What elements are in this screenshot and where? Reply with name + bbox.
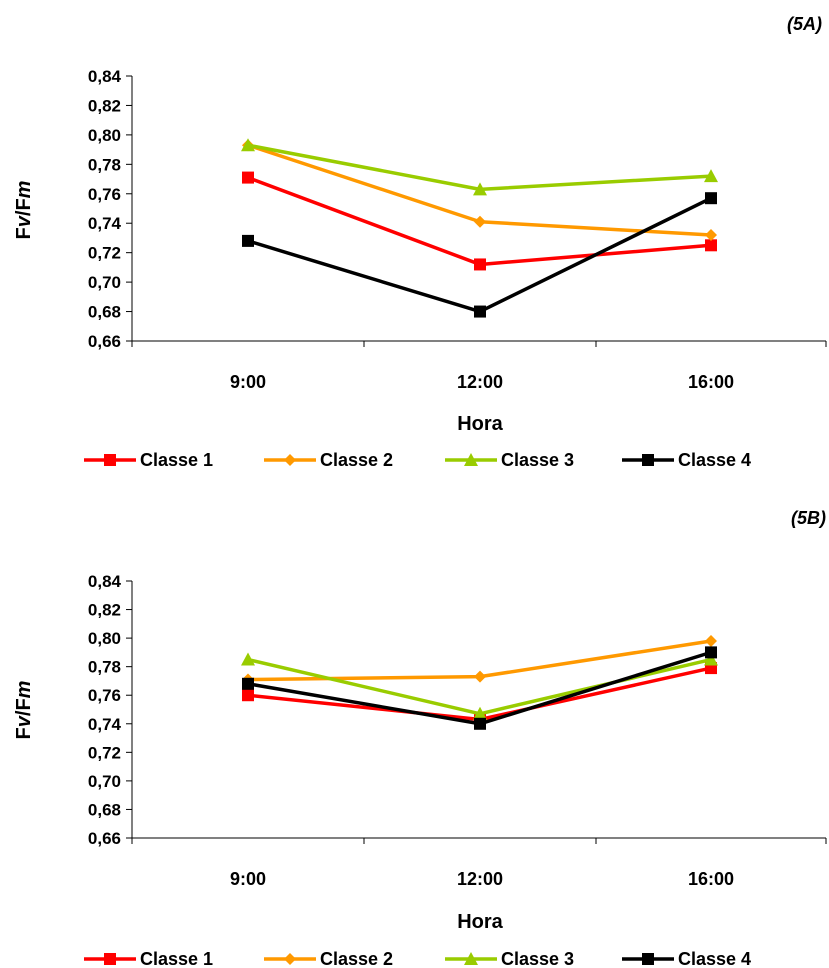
y-tick-label: 0,74 [88, 214, 122, 233]
x-axis-title: Hora [457, 911, 503, 933]
x-tick-label: 12:00 [457, 869, 503, 889]
x-tick-label: 16:00 [688, 869, 734, 889]
data-point [705, 646, 717, 659]
y-tick-label: 0,72 [88, 743, 121, 762]
y-axis-title-part: m [13, 681, 35, 699]
legend-marker [464, 453, 478, 466]
data-point [474, 215, 486, 228]
data-point [474, 258, 486, 271]
y-tick-label: 0,68 [88, 303, 121, 322]
y-axis-title-part: v [13, 214, 35, 227]
data-point [473, 706, 487, 720]
series-4 [242, 646, 717, 730]
chart-panel: (5A) 0,66 0,68 0,70 0,72 0,74 0,76 0,78 0,80 0,82… [13, 14, 827, 470]
data-point [705, 239, 717, 252]
legend-label: Classe 4 [678, 450, 751, 470]
legend-label: Classe 3 [501, 450, 574, 470]
y-tick-label: 0,80 [88, 126, 121, 145]
data-point [241, 138, 255, 152]
legend-label: Classe 2 [320, 450, 393, 470]
data-point [704, 652, 718, 666]
y-tick-label: 0,74 [88, 715, 122, 734]
data-point [242, 234, 254, 247]
y-tick-label: 0,72 [88, 244, 121, 263]
y-axis-title: Fv/Fm [13, 181, 35, 240]
series-3 [241, 652, 718, 720]
y-tick-label: 0,76 [88, 686, 121, 705]
chart-panel: (5B) 0,66 0,68 0,70 0,72 0,74 0,76 0,78 0,80 0,82… [13, 508, 827, 968]
data-point [241, 652, 255, 666]
legend-label: Classe 2 [320, 949, 393, 968]
legend-label: Classe 1 [140, 450, 213, 470]
x-tick-label: 9:00 [230, 372, 266, 392]
legend-marker [284, 454, 296, 466]
y-axis-title-part: /F [13, 698, 35, 716]
legend-label: Classe 3 [501, 949, 574, 968]
y-axis-title: Fv/Fm [13, 681, 35, 740]
y-axis-title-part: m [13, 181, 35, 199]
y-axis-title-part: v [13, 714, 35, 727]
legend-label: Classe 4 [678, 949, 751, 968]
y-tick-label: 0,84 [88, 67, 122, 86]
y-tick-label: 0,80 [88, 629, 121, 648]
legend-marker [464, 952, 478, 965]
series-line [247, 657, 712, 716]
y-axis-title-part: F [13, 727, 35, 739]
legend: Classe 1 Classe 2 Classe 3 Classe 4 [84, 949, 751, 968]
legend-marker [284, 953, 296, 965]
data-point [704, 169, 718, 183]
y-tick-label: 0,78 [88, 155, 121, 174]
x-tick-label: 12:00 [457, 372, 503, 392]
data-point [474, 670, 486, 683]
y-tick-label: 0,82 [88, 601, 121, 620]
data-point [474, 717, 486, 730]
data-point [242, 171, 254, 184]
y-tick-label: 0,70 [88, 772, 121, 791]
y-axis-title-part: F [13, 227, 35, 239]
legend-marker [104, 953, 116, 965]
panel-label: (5A) [787, 14, 822, 34]
legend-marker [642, 953, 654, 965]
y-tick-label: 0,76 [88, 185, 121, 204]
data-point [705, 192, 717, 205]
legend: Classe 1 Classe 2 Classe 3 Classe 4 [84, 450, 751, 470]
y-tick-label: 0,84 [88, 572, 122, 591]
series-line [247, 196, 712, 314]
y-axis-title-part: /F [13, 198, 35, 216]
series-1 [242, 171, 717, 271]
x-tick-label: 16:00 [688, 372, 734, 392]
x-axis-title: Hora [457, 413, 503, 435]
series-2 [242, 634, 717, 686]
y-tick-label: 0,66 [88, 829, 121, 848]
data-point [705, 229, 717, 241]
y-tick-label: 0,82 [88, 96, 121, 115]
y-tick-label: 0,70 [88, 273, 121, 292]
data-point [242, 677, 254, 690]
panel-label: (5B) [791, 508, 826, 528]
legend-marker [642, 454, 654, 466]
data-point [242, 689, 254, 702]
y-tick-label: 0,68 [88, 800, 121, 819]
legend-marker [104, 454, 116, 466]
data-point [705, 634, 717, 647]
data-point [473, 182, 487, 196]
series-4 [242, 192, 717, 318]
data-point [474, 305, 486, 318]
y-tick-label: 0,78 [88, 658, 121, 677]
y-tick-label: 0,66 [88, 332, 121, 351]
legend-label: Classe 1 [140, 949, 213, 968]
x-tick-label: 9:00 [230, 869, 266, 889]
series-3 [241, 138, 718, 196]
